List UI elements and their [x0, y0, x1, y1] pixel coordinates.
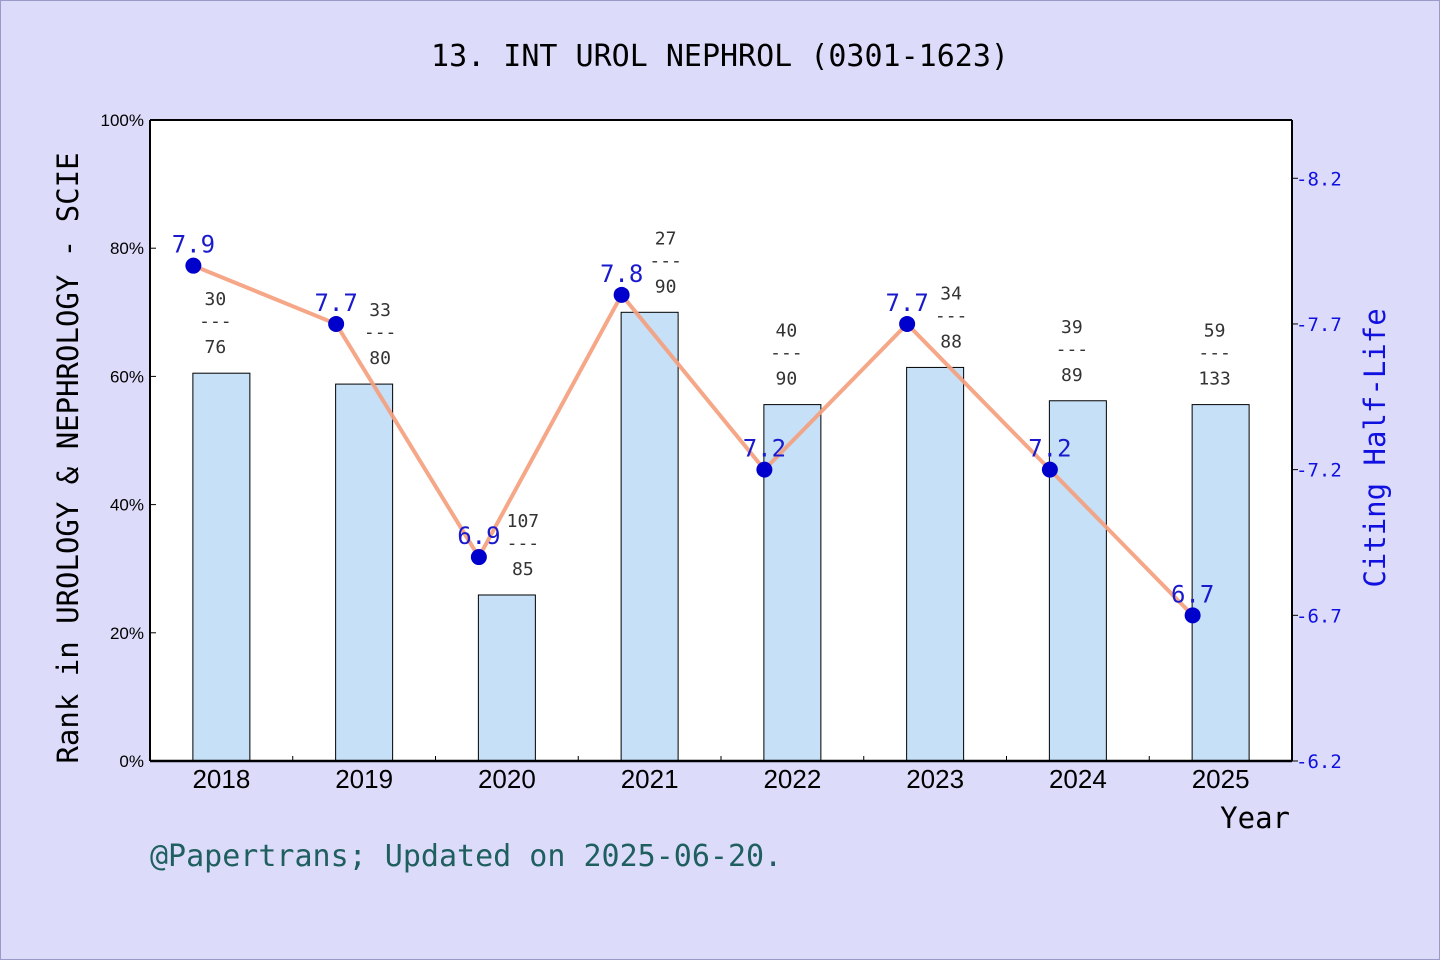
x-tick-label: 2023	[906, 764, 964, 794]
y2-tick-label: -7.2	[1296, 460, 1342, 482]
bar-2022	[763, 404, 822, 762]
x-tick-label: 2020	[478, 764, 536, 794]
rank-separator: ---	[507, 533, 540, 554]
line-group: 7.9 7.7 6.9 7.8 7.2 7.7 7.2 6.7	[172, 231, 1214, 624]
citing-half-life-line	[192, 263, 1195, 617]
citing-half-life-point-2020	[470, 549, 487, 566]
citing-half-life-value: 6.9	[457, 522, 500, 550]
citing-half-life-point-2019	[328, 315, 345, 332]
rank-numerator: 34	[940, 283, 962, 304]
y-tick-label: 40%	[110, 496, 144, 515]
rank-numerator: 33	[369, 300, 391, 321]
citing-half-life-value: 7.7	[314, 289, 357, 317]
rank-numerator: 39	[1061, 317, 1083, 338]
rank-numerator: 59	[1204, 321, 1226, 342]
citing-half-life-value: 7.9	[172, 231, 215, 259]
y-tick-label: 60%	[110, 367, 144, 386]
x-tick-label: 2024	[1049, 764, 1107, 794]
rank-numerator: 107	[507, 511, 540, 532]
y-tick-label: 80%	[110, 239, 144, 258]
rank-separator: ---	[935, 305, 968, 326]
rank-denominator: 80	[369, 348, 391, 369]
citing-half-life-point-2023	[899, 315, 916, 332]
x-tick-label: 2018	[192, 764, 250, 794]
x-tick-label: 2019	[335, 764, 393, 794]
rank-separator: ---	[199, 311, 232, 332]
x-tick-label: 2025	[1192, 764, 1250, 794]
bar-2025	[1191, 404, 1250, 762]
citing-half-life-point-2025	[1184, 607, 1201, 624]
rank-separator: ---	[770, 343, 803, 364]
x-tick-label: 2022	[763, 764, 821, 794]
bar-2024	[1048, 400, 1107, 762]
y-tick-label: 0%	[119, 752, 144, 771]
y2-tick-label: -8.2	[1296, 168, 1342, 190]
citing-half-life-point-2018	[185, 257, 202, 274]
citing-half-life-point-2024	[1041, 461, 1058, 478]
y-tick-label: 20%	[110, 624, 144, 643]
bar-2018	[192, 372, 251, 762]
rank-denominator: 85	[512, 559, 534, 580]
rank-denominator: 90	[776, 369, 798, 390]
y2-tick-label: -6.2	[1296, 751, 1342, 773]
plot-area	[150, 120, 1292, 761]
rank-separator: ---	[1056, 339, 1089, 360]
rank-denominator: 88	[940, 331, 962, 352]
citing-half-life-point-2021	[613, 286, 630, 303]
y-tick-label: 100%	[101, 111, 144, 130]
citing-half-life-point-2022	[756, 461, 773, 478]
bar-2020	[477, 594, 536, 762]
rank-separator: ---	[1198, 343, 1231, 364]
rank-denominator: 76	[205, 337, 227, 358]
labels-group: 30---7633---80107---8527---9040---9034--…	[199, 228, 1231, 580]
rank-numerator: 30	[205, 289, 227, 310]
bar-2019	[335, 383, 394, 762]
chart-title: 13. INT UROL NEPHROL (0301-1623)	[431, 39, 1009, 74]
citing-half-life-value: 7.2	[743, 435, 786, 463]
y2-tick-label: -6.7	[1296, 605, 1342, 627]
y2-axis-label: Citing Half-Life	[1358, 308, 1392, 587]
citing-half-life-value: 7.8	[600, 260, 643, 288]
citing-half-life-value: 7.7	[885, 289, 928, 317]
rank-denominator: 133	[1198, 369, 1231, 390]
rank-denominator: 90	[655, 276, 677, 297]
rank-denominator: 89	[1061, 365, 1083, 386]
bars-group	[150, 120, 1292, 762]
citing-half-life-value: 6.7	[1171, 580, 1214, 608]
y2-tick-label: -7.7	[1296, 314, 1342, 336]
bar-2023	[906, 366, 965, 762]
x-tick-label: 2021	[621, 764, 679, 794]
axes-group: 0% 20% 40% 60% 80% 100% -6.2 -6.7 -7.2 -7.7 -8.2 20…	[101, 111, 1342, 794]
y-axis-label: Rank in UROLOGY & NEPHROLOGY - SCIE	[51, 152, 85, 763]
rank-separator: ---	[364, 322, 397, 343]
x-axis-label: Year	[1220, 801, 1290, 835]
citing-half-life-value: 7.2	[1028, 435, 1071, 463]
rank-separator: ---	[649, 250, 682, 271]
rank-numerator: 27	[655, 228, 677, 249]
bar-2021	[620, 311, 679, 762]
footer-credit: @Papertrans; Updated on 2025-06-20.	[150, 839, 782, 874]
rank-numerator: 40	[776, 321, 798, 342]
